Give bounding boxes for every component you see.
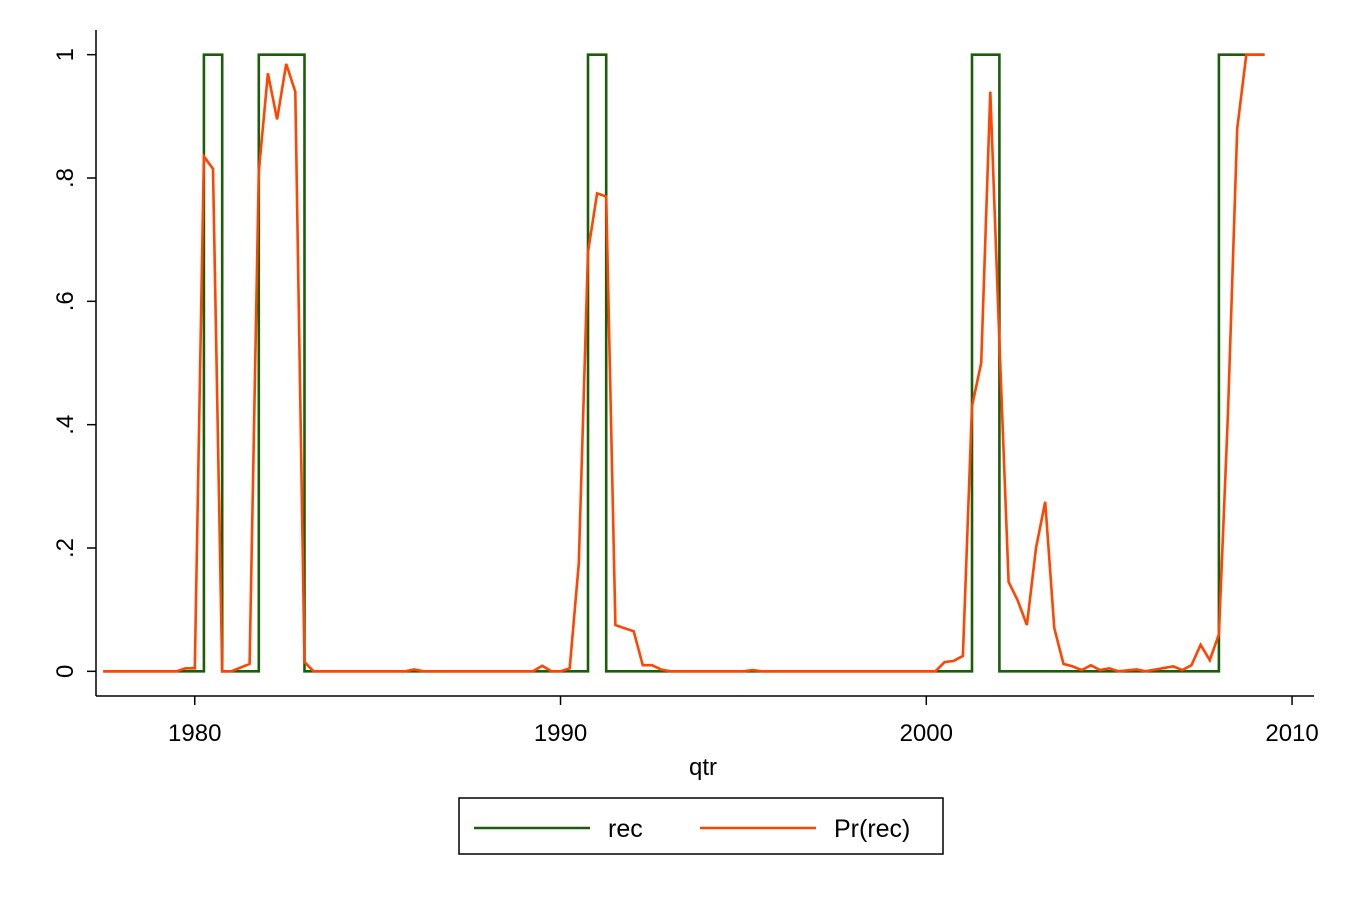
y-tick-label-8: .8 <box>52 168 79 188</box>
axes-layer: 1980 1990 2000 2010 0 .2 .4 .6 .8 1 <box>52 30 1319 747</box>
series-line-pr-rec <box>103 53 1265 673</box>
legend-box <box>458 797 944 855</box>
series-line-rec <box>103 53 1265 673</box>
x-axis-title: qtr <box>689 754 717 781</box>
x-tick-label-2010: 2010 <box>1265 720 1318 747</box>
y-tick-label-2: .2 <box>52 538 79 558</box>
x-tick-label-1980: 1980 <box>168 720 221 747</box>
y-tick-label-6: .6 <box>52 291 79 311</box>
x-tick-label-1990: 1990 <box>534 720 587 747</box>
series-layer <box>103 53 1265 673</box>
legend: rec Pr(rec) <box>458 797 944 855</box>
x-tick-label-2000: 2000 <box>900 720 953 747</box>
y-tick-label-0: 0 <box>52 665 79 678</box>
legend-label-rec: rec <box>608 815 643 843</box>
legend-label-pr-rec: Pr(rec) <box>834 815 910 843</box>
y-tick-label-1: 1 <box>52 48 79 61</box>
y-tick-label-4: .4 <box>52 415 79 435</box>
